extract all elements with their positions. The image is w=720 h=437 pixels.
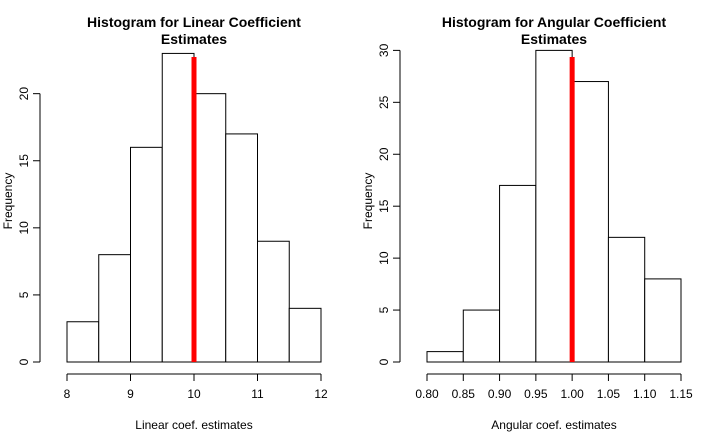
chart-title: Histogram for Linear Coefficient Estimate…	[87, 14, 301, 47]
histogram-bar	[499, 184, 537, 363]
y-tick-label: 20	[377, 147, 391, 161]
y-tick-label: 30	[377, 43, 391, 57]
x-tick-label: 1.15	[669, 387, 693, 401]
histogram-bar	[193, 93, 227, 363]
chart-title-line: Histogram for Linear Coefficient	[87, 14, 301, 30]
x-axis-label: Linear coef. estimates	[135, 418, 252, 432]
x-tick-label: 12	[314, 387, 328, 401]
histogram-bar	[571, 81, 609, 363]
y-tick-label: 15	[17, 154, 31, 168]
histogram-bar	[225, 133, 258, 363]
x-tick-label: 11	[251, 387, 264, 401]
histogram-bar	[535, 49, 573, 363]
y-tick-label: 25	[377, 95, 391, 109]
histogram-panel-1: Histogram for Linear Coefficient Estimate…	[1, 14, 328, 432]
chart-title-line: Histogram for Angular Coefficient	[442, 14, 667, 30]
y-tick-label: 0	[17, 358, 31, 365]
y-tick-label: 5	[17, 291, 31, 298]
histogram-bar	[607, 236, 646, 363]
histogram-bar	[462, 309, 501, 363]
histogram-bar	[257, 240, 290, 363]
histogram-bar	[161, 52, 195, 363]
x-tick-label: 10	[187, 387, 201, 401]
x-tick-label: 0.85	[452, 387, 476, 401]
x-tick-label: 1.00	[560, 387, 584, 401]
chart-title-line: Estimates	[161, 31, 227, 47]
histogram-bar	[66, 321, 100, 363]
y-tick-label: 20	[17, 87, 31, 101]
x-tick-label: 8	[64, 387, 71, 401]
x-tick-label: 0.80	[415, 387, 439, 401]
histogram-panel-2: Histogram for Angular Coefficient Estimat…	[361, 14, 693, 432]
x-tick-label: 0.95	[524, 387, 548, 401]
x-tick-label: 1.10	[633, 387, 657, 401]
x-tick-label: 9	[127, 387, 134, 401]
y-tick-label: 15	[377, 199, 391, 213]
y-tick-label: 10	[377, 251, 391, 265]
histogram-bar	[644, 278, 682, 363]
histogram-bar	[288, 307, 322, 363]
x-tick-label: 1.05	[597, 387, 621, 401]
histogram-bar	[98, 254, 131, 363]
chart-title: Histogram for Angular Coefficient Estimat…	[442, 14, 667, 47]
y-tick-label: 0	[377, 358, 391, 365]
y-tick-label: 10	[17, 221, 31, 235]
x-tick-label: 0.90	[488, 387, 512, 401]
y-axis-label: Frequency	[361, 173, 375, 230]
y-axis-label: Frequency	[1, 173, 15, 230]
histogram-bar	[426, 351, 464, 363]
chart-title-line: Estimates	[521, 31, 587, 47]
x-axis-label: Angular coef. estimates	[491, 418, 616, 432]
y-tick-label: 5	[377, 306, 391, 313]
histogram-bar	[130, 146, 163, 363]
